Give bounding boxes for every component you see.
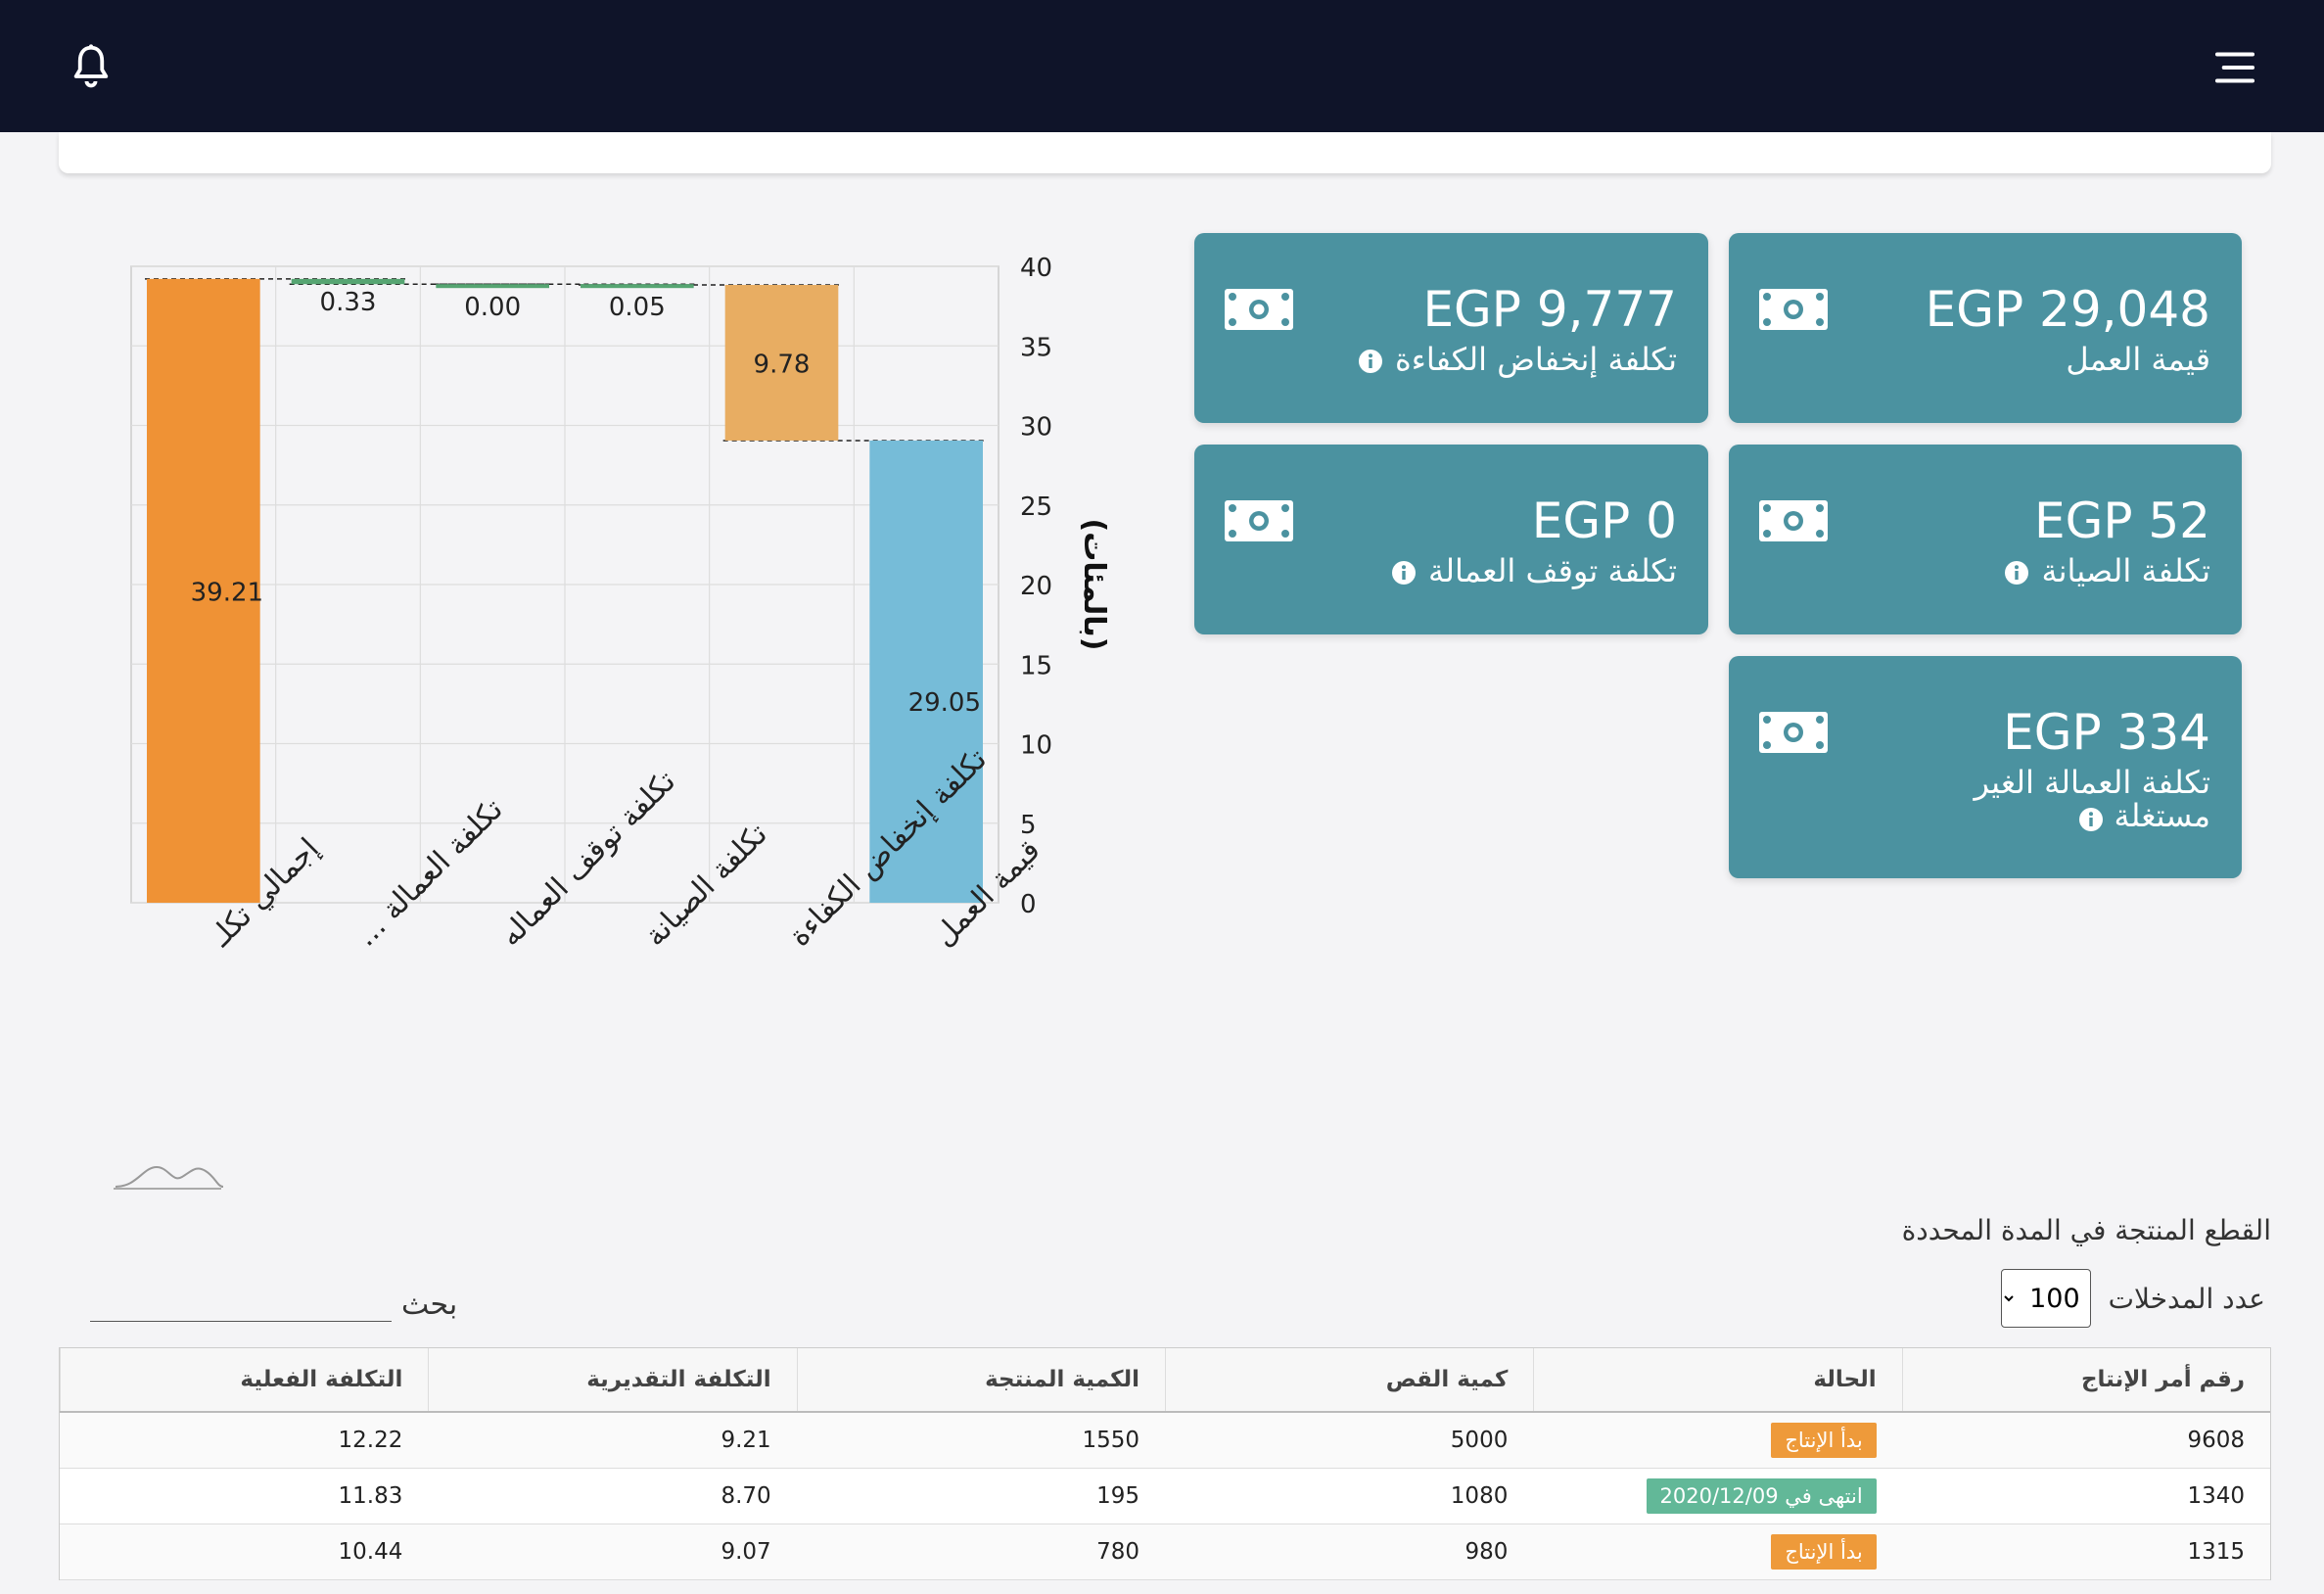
- entries-label: عدد المدخلات: [2108, 1282, 2265, 1315]
- cell-estimated-cost: 9.07: [720, 1539, 771, 1565]
- y-tick-label: 35: [1020, 333, 1052, 362]
- card-unused-labor: EGP 334 تكلفة العمالة الغير مستغلة: [1729, 656, 2242, 878]
- status-badge: انتهى في 2020/12/09: [1646, 1478, 1877, 1514]
- data-label: 39.21: [191, 578, 263, 607]
- money-bill-icon: [1224, 288, 1294, 331]
- card-amount: EGP 0: [1531, 492, 1677, 549]
- card-amount: EGP 29,048: [1925, 281, 2210, 338]
- cell-estimated-cost: 9.21: [720, 1428, 771, 1453]
- card-labor-downtime: EGP 0 تكلفة توقف العمالة: [1194, 445, 1708, 634]
- search-control: بحث: [90, 1279, 457, 1322]
- waterfall-bar: [869, 440, 983, 903]
- info-icon[interactable]: [1358, 347, 1383, 373]
- y-tick-label: 20: [1020, 572, 1052, 601]
- money-bill-icon: [1224, 499, 1294, 542]
- card-label: تكلفة الصيانة: [2004, 554, 2210, 587]
- waterfall-bar: [581, 284, 694, 289]
- card-label: تكلفة توقف العمالة: [1391, 554, 1677, 587]
- chart-svg: 0 5 10 15 20 25 30 35 40 (بالمئات) 39.21 0.33 0.00 0.…: [114, 254, 1111, 1190]
- table-row[interactable]: 1315 بدأ الإنتاج 980 780 9.07 10.44: [60, 1524, 2270, 1580]
- cost-waterfall-chart: 0 5 10 15 20 25 30 35 40 (بالمئات) 39.21 0.33 0.00 0.…: [59, 235, 1155, 1214]
- production-table: رقم أمر الإنتاج الحالة كمية القص الكمية …: [59, 1347, 2271, 1580]
- cell-status: بدأ الإنتاج: [1533, 1524, 1901, 1579]
- money-bill-icon: [1758, 711, 1829, 754]
- y-tick-label: 30: [1020, 413, 1052, 443]
- column-header-order[interactable]: رقم أمر الإنتاج: [1901, 1348, 2270, 1411]
- card-label-text: تكلفة إنخفاض الكفاءة: [1395, 341, 1677, 378]
- card-efficiency-loss: EGP 9,777 تكلفة إنخفاض الكفاءة: [1194, 233, 1708, 423]
- card-amount: EGP 9,777: [1422, 281, 1677, 338]
- card-label-text: تكلفة العمالة الغير مستغلة: [1974, 764, 2210, 834]
- card-label: تكلفة العمالة الغير مستغلة: [1917, 766, 2210, 832]
- cell-order: 9608: [2187, 1428, 2245, 1453]
- column-header-cut-qty[interactable]: كمية القص: [1165, 1348, 1533, 1411]
- y-tick-label: 15: [1020, 651, 1052, 680]
- card-label-text: تكلفة توقف العمالة: [1428, 552, 1677, 589]
- card-maintenance: EGP 52 تكلفة الصيانة: [1729, 445, 2242, 634]
- card-labor-value: EGP 29,048 قيمة العمل: [1729, 233, 2242, 423]
- entries-control: عدد المدخلات 100: [2000, 1269, 2265, 1328]
- cell-actual-cost: 11.83: [338, 1483, 403, 1509]
- waterfall-bar: [436, 284, 549, 289]
- info-icon[interactable]: [1391, 558, 1417, 585]
- card-amount: EGP 334: [2003, 704, 2210, 761]
- info-icon[interactable]: [2004, 558, 2029, 585]
- waterfall-bar: [724, 285, 839, 441]
- card-label-text: قيمة العمل: [2066, 341, 2210, 378]
- y-tick-label: 0: [1020, 890, 1037, 919]
- y-tick-label: 10: [1020, 731, 1052, 761]
- cell-order: 1315: [2187, 1539, 2245, 1565]
- x-category-label: تكلفة الصيانة: [638, 818, 774, 954]
- column-header-status[interactable]: الحالة: [1533, 1348, 1901, 1411]
- card-label: تكلفة إنخفاض الكفاءة: [1358, 343, 1677, 376]
- cell-status: بدأ الإنتاج: [1533, 1413, 1901, 1468]
- search-input[interactable]: [90, 1279, 392, 1322]
- table-row[interactable]: 1340 انتهى في 2020/12/09 1080 195 8.70 1…: [60, 1469, 2270, 1524]
- cell-status: انتهى في 2020/12/09: [1533, 1469, 1901, 1524]
- filter-panel: [59, 132, 2271, 173]
- card-amount: EGP 52: [2033, 492, 2210, 549]
- bell-icon[interactable]: [65, 41, 117, 94]
- waterfall-bar: [291, 278, 405, 285]
- cell-produced-qty: 1550: [1082, 1428, 1140, 1453]
- data-label: 0.05: [609, 293, 666, 322]
- column-header-actual-cost[interactable]: التكلفة الفعلية: [60, 1348, 428, 1411]
- table-row[interactable]: 9608 بدأ الإنتاج 5000 1550 9.21 12.22: [60, 1413, 2270, 1469]
- card-label-text: تكلفة الصيانة: [2041, 552, 2210, 589]
- cell-cut-qty: 980: [1464, 1539, 1509, 1565]
- money-bill-icon: [1758, 499, 1829, 542]
- cell-actual-cost: 10.44: [338, 1539, 403, 1565]
- money-bill-icon: [1758, 288, 1829, 331]
- y-tick-label: 5: [1020, 811, 1037, 840]
- info-icon[interactable]: [2078, 805, 2104, 831]
- status-badge: بدأ الإنتاج: [1771, 1423, 1877, 1458]
- data-label: 29.05: [908, 688, 981, 718]
- data-label: 9.78: [754, 350, 811, 379]
- column-header-produced-qty[interactable]: الكمية المنتجة: [796, 1348, 1165, 1411]
- column-header-estimated-cost[interactable]: التكلفة التقديرية: [428, 1348, 796, 1411]
- cell-actual-cost: 12.22: [338, 1428, 403, 1453]
- cell-estimated-cost: 8.70: [720, 1483, 771, 1509]
- entries-select[interactable]: 100: [2000, 1269, 2091, 1328]
- y-tick-label: 25: [1020, 492, 1052, 522]
- cell-cut-qty: 5000: [1450, 1428, 1509, 1453]
- cell-produced-qty: 195: [1096, 1483, 1140, 1509]
- y-tick-label: 40: [1020, 254, 1052, 283]
- navigator-icon: [115, 1165, 224, 1188]
- status-badge: بدأ الإنتاج: [1771, 1534, 1877, 1570]
- data-label: 0.33: [320, 288, 377, 317]
- y-axis-title: (بالمئات): [1077, 518, 1111, 650]
- data-label: 0.00: [464, 293, 521, 322]
- cell-cut-qty: 1080: [1450, 1483, 1509, 1509]
- cell-order: 1340: [2187, 1483, 2245, 1509]
- card-label: قيمة العمل: [2066, 343, 2210, 376]
- waterfall-bar: [147, 278, 260, 903]
- hamburger-menu-icon[interactable]: [2208, 41, 2261, 94]
- x-category-label: تكلفة العمالة ...: [349, 792, 509, 953]
- table-header: رقم أمر الإنتاج الحالة كمية القص الكمية …: [60, 1348, 2270, 1413]
- top-navbar: [0, 0, 2324, 132]
- table-section-title: القطع المنتجة في المدة المحددة: [1901, 1214, 2271, 1246]
- cell-produced-qty: 780: [1096, 1539, 1140, 1565]
- search-label: بحث: [401, 1288, 458, 1322]
